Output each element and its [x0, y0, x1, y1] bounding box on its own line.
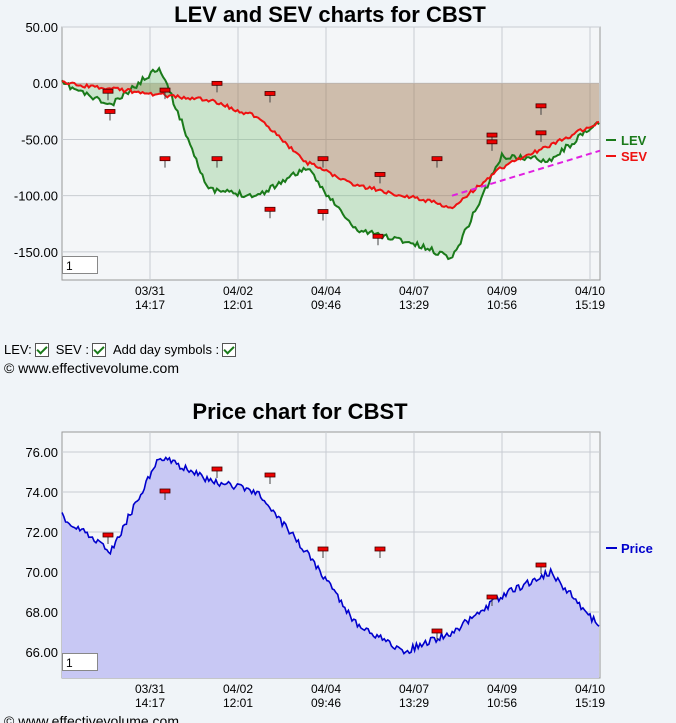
sev-line	[61, 80, 600, 210]
day-symbol-marker	[264, 206, 276, 212]
day-symbol-marker	[486, 132, 498, 138]
day-symbol-marker	[374, 172, 386, 177]
day-symbol-marker	[211, 80, 223, 86]
day-symbol-marker	[104, 109, 116, 114]
lev-checkbox[interactable]	[34, 342, 49, 357]
y-tick-label: 50.00	[25, 20, 58, 35]
y-tick-label: 68.00	[25, 605, 58, 620]
y-tick-label: -100.00	[14, 189, 58, 204]
y-tick-label: -50.00	[21, 132, 58, 147]
day-symbol-marker	[486, 594, 498, 600]
y-tick-label: 70.00	[25, 565, 58, 580]
x-tick-date: 03/31	[135, 682, 165, 696]
day-symbol-marker	[159, 488, 171, 494]
day-symbol-marker	[102, 532, 114, 538]
day-symbol-marker	[431, 156, 443, 162]
x-tick-time: 10:56	[487, 696, 517, 710]
x-tick-time: 10:56	[487, 298, 517, 312]
day-symbol-marker	[535, 130, 547, 136]
y-tick-label: 0.00	[33, 76, 58, 91]
x-tick-date: 04/07	[399, 682, 429, 696]
series-toggle-controls: LEV: SEV : Add day symbols :	[4, 342, 240, 357]
day-symbols-label: Add day symbols :	[112, 342, 220, 357]
x-tick-time: 12:01	[223, 696, 253, 710]
day-symbol-marker	[211, 156, 223, 162]
x-tick-date: 04/02	[223, 682, 253, 696]
price-zoom-input[interactable]: 1	[62, 653, 98, 671]
day-symbol-marker	[159, 156, 171, 162]
day-symbol-marker	[372, 233, 384, 239]
x-tick-time: 15:19	[575, 696, 605, 710]
x-tick-date: 04/09	[487, 682, 517, 696]
x-tick-time: 15:19	[575, 298, 605, 312]
lev-toggle-label: LEV:	[4, 342, 32, 357]
price-line	[61, 456, 600, 655]
day-symbol-marker	[374, 546, 386, 552]
y-tick-label: 76.00	[25, 445, 58, 460]
y-tick-label: 72.00	[25, 525, 58, 540]
day-symbol-marker	[317, 546, 329, 552]
x-tick-time: 09:46	[311, 696, 341, 710]
lev-zoom-input[interactable]: 1	[62, 256, 98, 274]
legend-lev-label: LEV	[621, 133, 647, 148]
y-tick-label: 66.00	[25, 645, 58, 660]
day-symbol-marker	[535, 562, 547, 568]
day-symbol-marker	[486, 139, 498, 145]
y-tick-label: -150.00	[14, 245, 58, 260]
x-tick-date: 04/10	[575, 284, 605, 298]
copyright-text-bottom: © www.effectivevolume.com	[4, 713, 180, 723]
day-symbol-marker	[159, 87, 171, 93]
sev-toggle-label: SEV :	[55, 342, 89, 357]
day-symbol-marker	[317, 156, 329, 162]
sev-area	[62, 81, 599, 209]
x-tick-time: 09:46	[311, 298, 341, 312]
day-symbol-marker	[264, 472, 276, 478]
x-tick-date: 04/09	[487, 284, 517, 298]
x-tick-time: 12:01	[223, 298, 253, 312]
x-tick-time: 14:17	[135, 298, 165, 312]
x-tick-time: 13:29	[399, 696, 429, 710]
day-symbol-marker	[211, 466, 223, 472]
x-tick-date: 04/10	[575, 682, 605, 696]
price-area	[62, 457, 599, 678]
lev-chart-title: LEV and SEV charts for CBST	[174, 2, 486, 27]
copyright-text: © www.effectivevolume.com	[4, 360, 180, 376]
x-tick-time: 14:17	[135, 696, 165, 710]
x-tick-date: 04/07	[399, 284, 429, 298]
price-chart-title: Price chart for CBST	[192, 399, 408, 424]
x-tick-time: 13:29	[399, 298, 429, 312]
legend-price-label: Price	[621, 541, 653, 556]
day-symbol-marker	[264, 91, 276, 96]
day-symbol-marker	[102, 88, 114, 94]
day-symbol-marker	[431, 628, 443, 634]
x-tick-date: 04/04	[311, 284, 341, 298]
plot-area	[61, 26, 601, 281]
y-tick-label: 74.00	[25, 485, 58, 500]
lev-area	[62, 68, 599, 259]
day-symbol-marker	[317, 209, 329, 214]
legend-sev-label: SEV	[621, 149, 647, 164]
day-symbol-marker	[535, 103, 547, 109]
trend-line	[451, 149, 601, 197]
lev-line	[61, 66, 600, 261]
x-tick-date: 04/04	[311, 682, 341, 696]
x-tick-date: 03/31	[135, 284, 165, 298]
x-tick-date: 04/02	[223, 284, 253, 298]
sev-checkbox[interactable]	[91, 342, 106, 357]
day-symbols-checkbox[interactable]	[222, 342, 237, 357]
